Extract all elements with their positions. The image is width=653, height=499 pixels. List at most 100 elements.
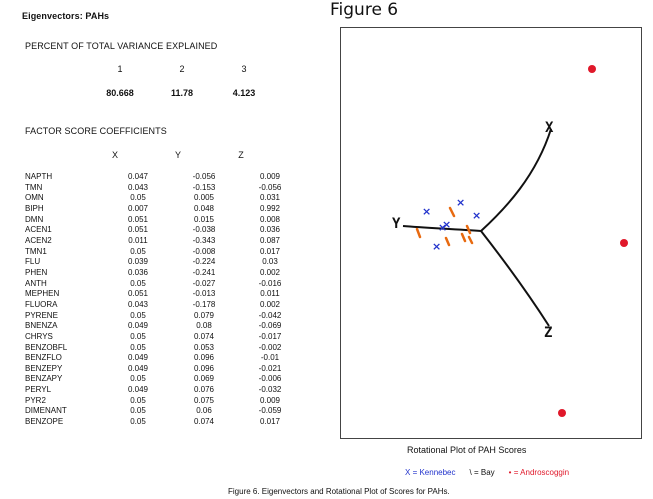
table-row: DMN 0.051 0.015 0.008 [25, 215, 303, 226]
column-header-x: X [111, 150, 118, 160]
variance-value: 11.78 [170, 88, 194, 98]
androscoggin-points [558, 65, 628, 417]
coef-y: -0.013 [192, 289, 216, 299]
coef-name: BENZEPY [25, 363, 63, 373]
kennebec-point: × [456, 196, 465, 209]
rotational-plot: X Y Z × × × × × × [340, 27, 642, 439]
component-header: 1 [117, 64, 123, 74]
coef-x: 0.049 [127, 363, 149, 373]
legend-bay-symbol: \ [469, 468, 472, 477]
variance-component-headers: 1 2 3 [100, 64, 264, 74]
coef-z: -0.021 [258, 363, 282, 373]
coef-y: 0.076 [193, 385, 215, 395]
table-row: CHRYS 0.05 0.074 -0.017 [25, 332, 303, 343]
x-axis-label: X [545, 120, 554, 136]
plot-title: Rotational Plot of PAH Scores [407, 445, 527, 455]
androscoggin-point [620, 239, 628, 247]
coef-y: 0.08 [196, 321, 212, 331]
table-row: BENZOPE 0.05 0.074 0.017 [25, 417, 303, 428]
bay-point [465, 224, 472, 235]
variance-value: 4.123 [232, 88, 256, 98]
coef-name: PHEN [25, 267, 48, 277]
coef-z: 0.017 [259, 417, 281, 427]
table-row: ACEN2 0.011 -0.343 0.087 [25, 236, 303, 247]
bay-points [415, 206, 474, 247]
coef-z: 0.036 [259, 225, 281, 235]
coef-z: 0.992 [259, 203, 281, 213]
y-axis-line [402, 225, 482, 232]
coef-name: ANTH [25, 278, 47, 288]
component-header: 3 [241, 64, 247, 74]
figure-label: Figure 6 [330, 0, 399, 20]
legend-androscoggin: • = Androscoggin [509, 468, 569, 477]
coefficients-table: NAPTH 0.047 -0.056 0.009 TMN 0.043 -0.153 -0.05… [25, 172, 303, 428]
coef-z: 0.002 [259, 267, 281, 277]
legend-androscoggin-label: = Androscoggin [513, 468, 570, 477]
bay-point [415, 227, 422, 239]
coef-name: BNENZA [25, 321, 58, 331]
coef-name: BIPH [25, 203, 44, 213]
androscoggin-point [558, 409, 566, 417]
legend-kennebec: X = Kennebec [405, 468, 456, 477]
coef-name: TMN1 [25, 246, 47, 256]
coef-x: 0.049 [127, 353, 149, 363]
coef-name: PYRENE [25, 310, 58, 320]
coef-z: -0.002 [258, 342, 282, 352]
legend-kennebec-label: = Kennebec [412, 468, 456, 477]
coef-z: 0.002 [259, 299, 281, 309]
bay-point [460, 232, 467, 243]
coef-z: 0.008 [259, 214, 281, 224]
coef-z: -0.069 [258, 321, 282, 331]
coef-x: 0.05 [130, 406, 146, 416]
coef-x: 0.05 [130, 342, 146, 352]
coef-x: 0.05 [130, 374, 146, 384]
plot-legend: X = Kennebec \ = Bay • = Androscoggin [405, 468, 569, 477]
table-row: MEPHEN 0.051 -0.013 0.011 [25, 289, 303, 300]
coef-name: BENZOBFL [25, 342, 68, 352]
component-header: 2 [179, 64, 185, 74]
coef-x: 0.051 [127, 289, 149, 299]
coef-z: -0.017 [258, 331, 282, 341]
coef-y: -0.008 [192, 246, 216, 256]
figure-caption: Figure 6. Eigenvectors and Rotational Pl… [228, 487, 450, 496]
coef-y: 0.053 [193, 342, 215, 352]
coefficient-column-headers: X Y Z [85, 150, 271, 160]
coef-y: 0.048 [193, 203, 215, 213]
column-header-z: Z [238, 150, 244, 160]
coef-z: 0.017 [259, 246, 281, 256]
z-axis-label: Z [544, 325, 552, 341]
coef-name: BENZOPE [25, 417, 64, 427]
coef-x: 0.05 [130, 310, 146, 320]
coefficients-table-body: NAPTH 0.047 -0.056 0.009 TMN 0.043 -0.153 -0.05… [25, 172, 303, 428]
table-row: PYR2 0.05 0.075 0.009 [25, 396, 303, 407]
coef-x: 0.039 [127, 257, 149, 267]
coef-x: 0.011 [128, 235, 148, 245]
coef-name: NAPTH [25, 172, 53, 181]
table-row: TMN1 0.05 -0.008 0.017 [25, 247, 303, 258]
coef-z: -0.016 [258, 278, 282, 288]
coef-z: 0.03 [262, 257, 278, 267]
table-row: ACEN1 0.051 -0.038 0.036 [25, 225, 303, 236]
coef-y: -0.224 [192, 257, 216, 267]
coef-z: -0.042 [258, 310, 282, 320]
rotational-plot-svg: X Y Z × × × × × × [392, 65, 628, 417]
table-row: BIPH 0.007 0.048 0.992 [25, 204, 303, 215]
androscoggin-point [588, 65, 596, 73]
coef-y: -0.038 [192, 225, 216, 235]
kennebec-point: × [432, 240, 441, 253]
variance-values: 80.668 11.78 4.123 [100, 88, 264, 98]
coef-name: ACEN1 [25, 225, 52, 235]
coef-y: 0.074 [193, 331, 215, 341]
coef-z: 0.009 [259, 172, 281, 181]
table-row: BENZAPY 0.05 0.069 -0.006 [25, 374, 303, 385]
coef-y: -0.027 [192, 278, 216, 288]
kennebec-point: × [472, 209, 481, 222]
coef-y: 0.096 [193, 353, 215, 363]
coef-y: 0.005 [193, 193, 215, 203]
table-row: OMN 0.05 0.005 0.031 [25, 193, 303, 204]
legend-bay: \ = Bay [470, 468, 495, 477]
coef-z: -0.059 [258, 406, 282, 416]
coef-x: 0.049 [127, 321, 149, 331]
coef-y: 0.06 [196, 406, 212, 416]
coef-name: ACEN2 [25, 235, 52, 245]
